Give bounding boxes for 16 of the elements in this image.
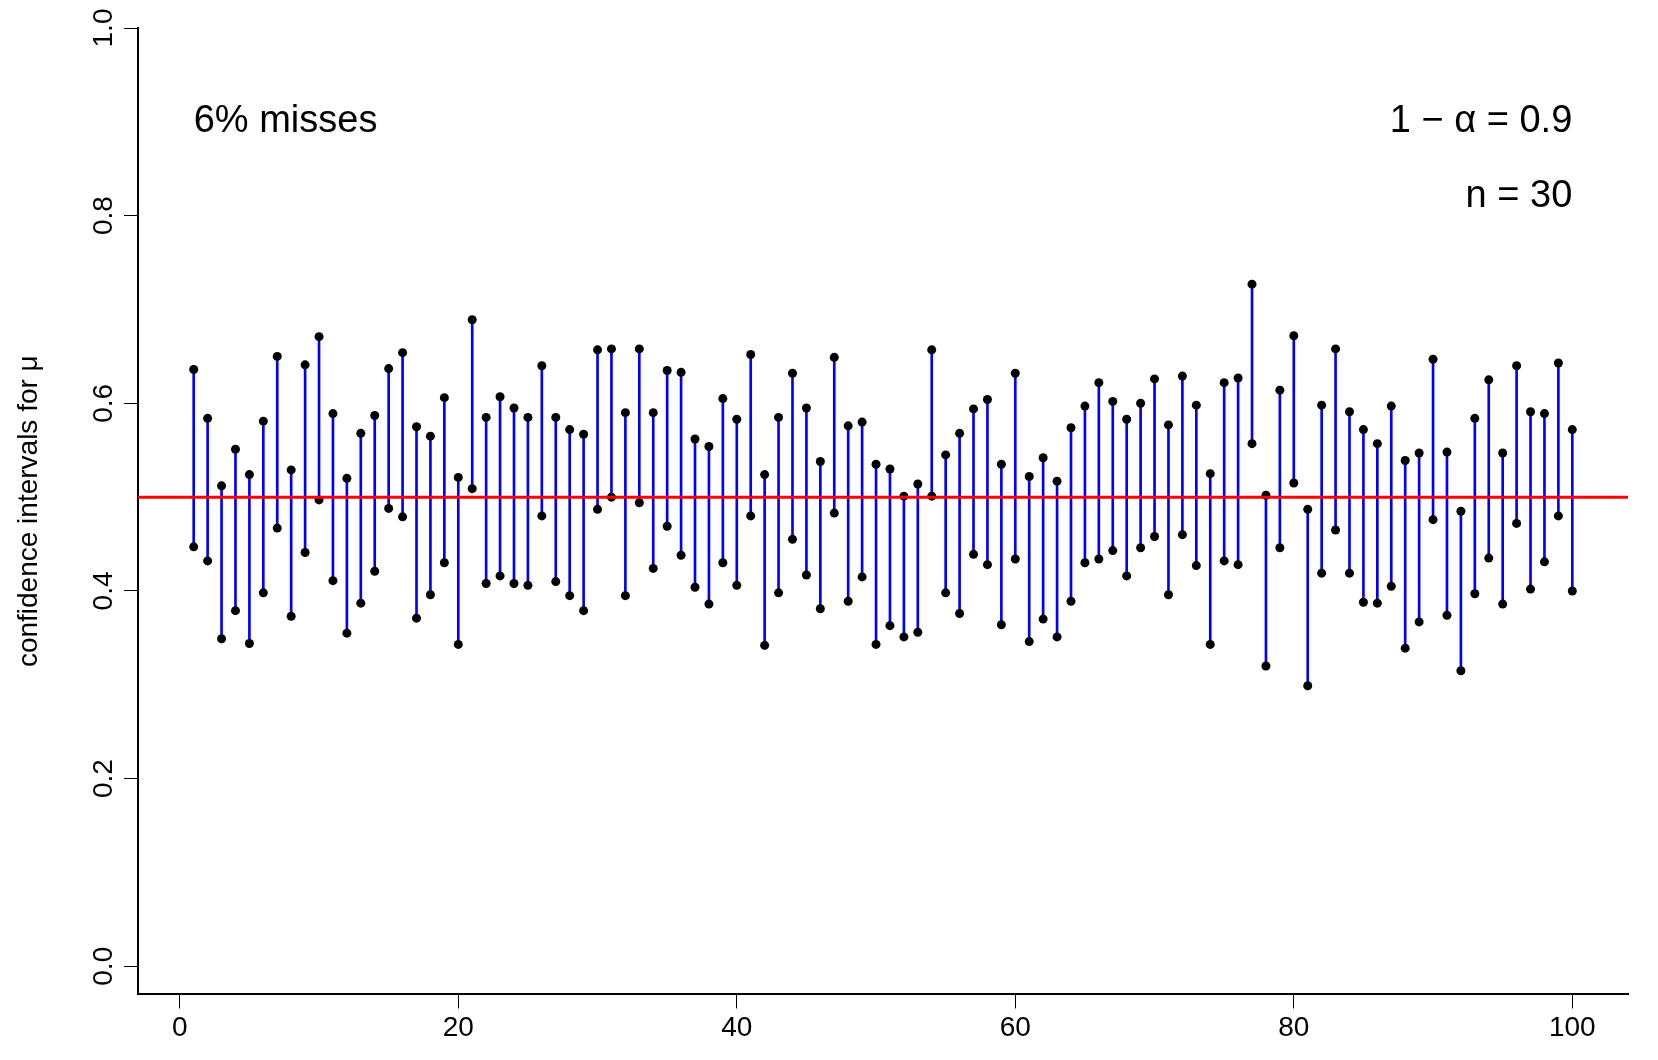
y-tick-label: 0.8 <box>86 196 118 236</box>
y-tick-label: 0.4 <box>86 571 118 611</box>
y-tick-label: 1.0 <box>86 8 118 48</box>
annotation: 1 − α = 0.9 <box>1389 98 1573 141</box>
y-tick-label: 0.6 <box>86 383 118 423</box>
x-tick-label: 20 <box>442 1010 474 1042</box>
y-tick-label: 0.2 <box>86 759 118 799</box>
x-tick-label: 40 <box>721 1010 753 1042</box>
y-tick-label: 0.0 <box>86 946 118 986</box>
x-tick-label: 60 <box>999 1010 1031 1042</box>
annotation: n = 30 <box>1465 173 1573 216</box>
y-axis-title: confidence intervals for μ <box>11 355 43 668</box>
x-tick-label: 0 <box>171 1010 188 1042</box>
annotation: 6% misses <box>193 98 378 141</box>
x-tick-label: 100 <box>1548 1010 1596 1042</box>
x-tick-label: 80 <box>1278 1010 1310 1042</box>
